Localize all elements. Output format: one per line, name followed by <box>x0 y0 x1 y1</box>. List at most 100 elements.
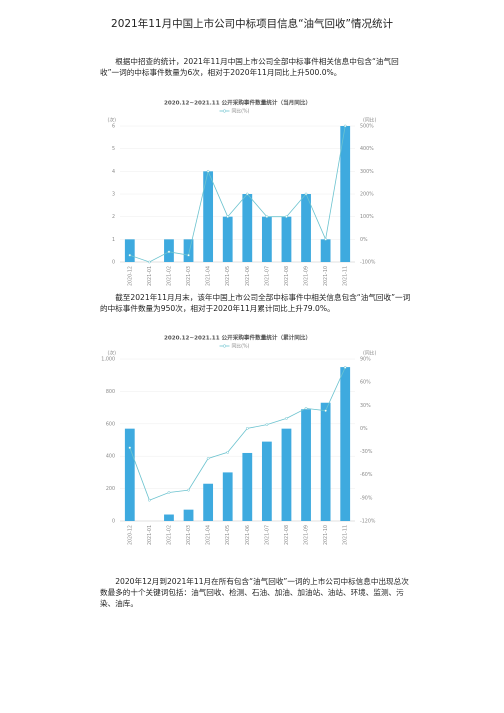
y2-tick-label: 100% <box>360 214 374 220</box>
x-tick-label: 2021-07 <box>264 266 270 286</box>
bar <box>340 126 351 262</box>
y-tick-label: 3 <box>112 192 115 198</box>
paragraph: 根据中招查的统计，2021年11月中国上市公司全部中标事件相关信息中包含“油气回… <box>100 57 399 77</box>
y-tick-label: 0 <box>112 260 115 266</box>
y2-tick-label: 0% <box>360 426 368 432</box>
y-tick-label: 400 <box>106 454 115 460</box>
x-tick-label: 2020-12 <box>127 266 133 286</box>
line-point <box>148 260 151 264</box>
bar <box>124 239 135 262</box>
y2-tick-label: 60% <box>360 380 371 386</box>
y-tick-label: 600 <box>106 421 115 427</box>
x-tick-label: 2021-06 <box>245 266 251 286</box>
bar <box>340 367 351 521</box>
x-tick-label: 2021-02 <box>166 266 172 286</box>
y-tick-label: 2 <box>112 214 115 220</box>
y2-tick-label: 400% <box>360 146 374 152</box>
line-point <box>245 192 249 196</box>
line-point <box>265 215 269 219</box>
bar <box>242 194 253 262</box>
bar <box>183 239 194 262</box>
line-series <box>129 367 346 501</box>
line-point <box>226 450 230 454</box>
legend-label: 同比(%) <box>232 108 250 115</box>
y2-tick-label: 200% <box>360 192 374 198</box>
bar <box>203 171 214 262</box>
line-point <box>148 498 151 502</box>
line-point <box>304 192 308 196</box>
y2-tick-label: 500% <box>360 124 374 130</box>
line-point <box>167 491 171 494</box>
line-point <box>187 253 190 257</box>
chart-title: 2020.12~2021.11 公开采购事件数量统计（当月同比） <box>164 99 311 107</box>
line-point <box>206 457 210 460</box>
x-tick-label: 2021-11 <box>343 525 349 545</box>
line-series <box>129 125 346 263</box>
line-point <box>343 366 347 369</box>
line-point <box>206 169 210 173</box>
y2-tick-label: 300% <box>360 169 374 175</box>
y-tick-label: 5 <box>112 146 115 152</box>
chart-title: 2020.12~2021.11 公开采购事件数量统计（累计同比） <box>164 334 311 342</box>
y-tick-label: 1 <box>112 237 115 243</box>
bar <box>222 472 233 521</box>
x-tick-label: 2021-08 <box>284 266 290 286</box>
x-tick-label: 2021-02 <box>166 525 172 545</box>
line-point <box>245 427 249 430</box>
bar <box>281 216 292 262</box>
line-point <box>343 124 347 128</box>
bar <box>320 402 331 521</box>
bar <box>203 483 214 521</box>
y2-axis-label: (同比) <box>363 117 376 124</box>
y2-tick-label: 90% <box>360 357 371 363</box>
y-tick-label: 4 <box>112 169 115 175</box>
line-point <box>167 250 171 254</box>
x-tick-label: 2021-01 <box>147 525 153 545</box>
x-tick-label: 2021-07 <box>264 525 270 545</box>
x-tick-label: 2021-06 <box>245 525 251 545</box>
y-tick-label: 6 <box>112 124 115 130</box>
x-tick-label: 2021-03 <box>186 525 192 545</box>
y2-axis-label: (同比) <box>363 350 376 357</box>
y2-tick-label: -100% <box>360 260 376 266</box>
line-point <box>187 488 190 492</box>
bar <box>183 509 194 521</box>
bar <box>222 216 233 262</box>
line-point <box>128 253 132 257</box>
y2-tick-label: 30% <box>360 403 371 409</box>
bar <box>124 428 135 521</box>
x-tick-label: 2021-05 <box>225 266 231 286</box>
x-tick-label: 2020-12 <box>127 525 133 545</box>
bar <box>281 428 292 521</box>
line-point <box>324 409 327 413</box>
x-tick-label: 2021-05 <box>225 525 231 545</box>
bar <box>301 409 311 521</box>
x-tick-label: 2021-04 <box>206 525 212 545</box>
line-point <box>285 215 288 219</box>
bar <box>261 216 272 262</box>
y2-tick-label: -60% <box>360 472 373 478</box>
doc-title: 2021年11月中国上市公司中标项目信息“油气回收”情况统计 <box>111 18 393 30</box>
bar <box>164 514 174 521</box>
x-tick-label: 2021-09 <box>304 266 310 286</box>
y-axis-label: (次) <box>107 350 116 357</box>
paragraph: 2020年12月到2021年11月在所有包含“油气回收”一词的上市公司中标信息中… <box>100 577 409 608</box>
x-tick-label: 2021-04 <box>206 266 212 286</box>
y-tick-label: 1,000 <box>101 357 115 363</box>
legend-label: 同比(%) <box>232 343 250 350</box>
legend-marker <box>222 344 227 348</box>
bar <box>261 441 272 521</box>
bar <box>301 194 311 262</box>
bar <box>242 452 253 521</box>
y2-tick-label: 0% <box>360 237 368 243</box>
legend-marker <box>222 109 227 113</box>
y-tick-label: 200 <box>106 486 115 492</box>
y-axis-label: (次) <box>107 117 116 124</box>
x-tick-label: 2021-10 <box>323 525 329 545</box>
line-point <box>324 237 327 241</box>
line-point <box>285 417 288 420</box>
line-point <box>226 215 230 219</box>
line-point <box>304 407 308 410</box>
y2-tick-label: -90% <box>360 495 373 501</box>
